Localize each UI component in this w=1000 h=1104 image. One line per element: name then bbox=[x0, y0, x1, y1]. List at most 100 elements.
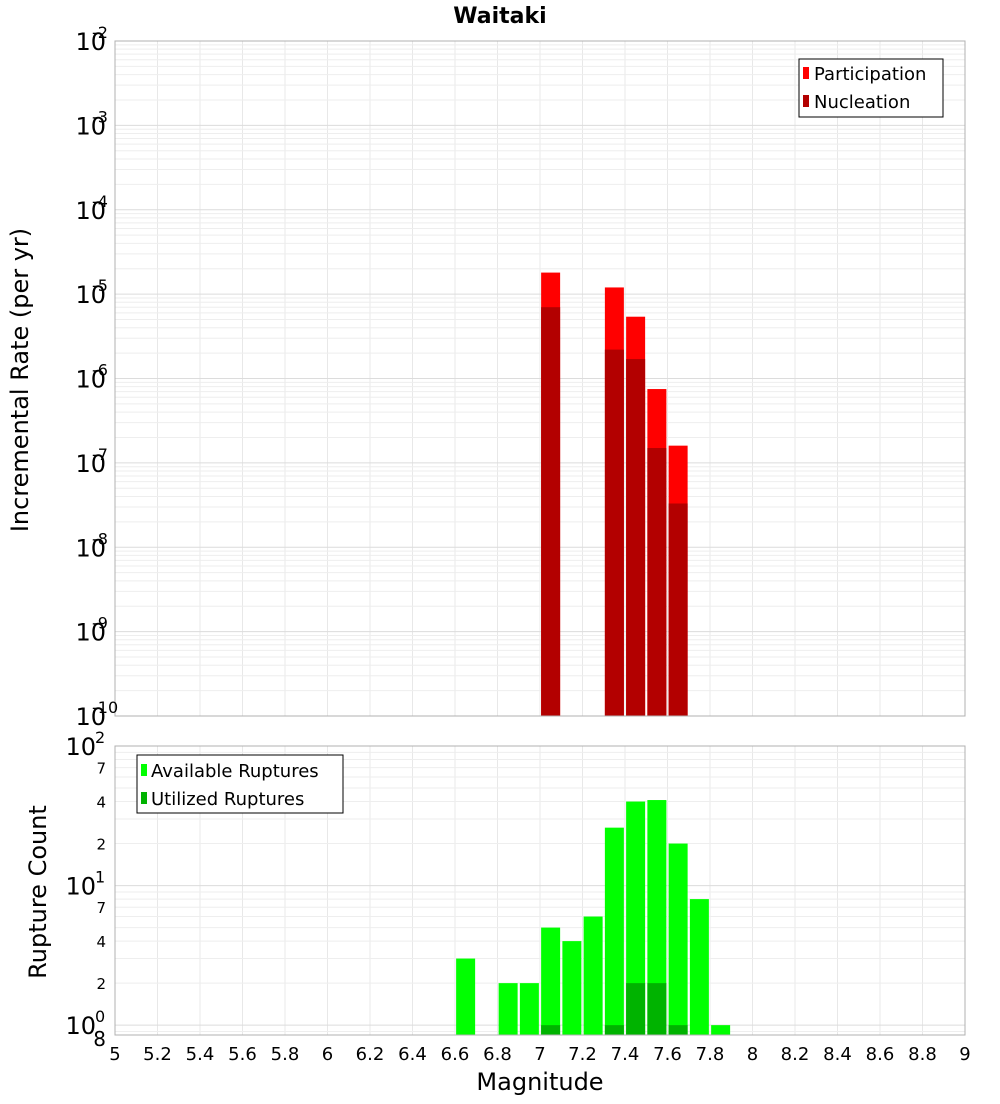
x-tick-label: 6.8 bbox=[483, 1044, 512, 1065]
y-tick-exponent: 2 bbox=[95, 728, 105, 747]
x-tick-label: 5.4 bbox=[186, 1044, 215, 1065]
utilized-ruptures-bar bbox=[668, 1025, 688, 1035]
utilized-ruptures-bar bbox=[626, 983, 646, 1035]
x-tick-label: 5.8 bbox=[271, 1044, 300, 1065]
bottom-y-minor-label: 2 bbox=[96, 836, 106, 854]
available-ruptures-bar bbox=[626, 801, 646, 1035]
y-tick-base: 10 bbox=[75, 703, 106, 731]
y-tick-exponent: -9 bbox=[92, 614, 108, 633]
x-tick-label: 8.2 bbox=[781, 1044, 810, 1065]
y-tick-exponent: -4 bbox=[92, 192, 108, 211]
available-ruptures-bar bbox=[583, 916, 603, 1035]
available-ruptures-bar bbox=[604, 827, 624, 1035]
x-tick-label: 7.2 bbox=[568, 1044, 597, 1065]
top-plot-bars bbox=[541, 272, 688, 716]
x-tick-label: 9 bbox=[959, 1044, 970, 1065]
available-ruptures-bar bbox=[689, 899, 709, 1035]
chart-title: Waitaki bbox=[453, 4, 546, 29]
available-ruptures-bar bbox=[498, 983, 518, 1035]
legend-swatch bbox=[141, 792, 147, 804]
x-tick-label: 6.2 bbox=[356, 1044, 385, 1065]
nucleation-bar bbox=[541, 307, 561, 716]
top-y-tick-label: 10-3 bbox=[75, 107, 108, 140]
top-y-tick-label: 10-10 bbox=[75, 698, 118, 731]
available-ruptures-bar bbox=[711, 1025, 731, 1035]
y-tick-base: 10 bbox=[75, 28, 106, 56]
legend-swatch bbox=[803, 95, 809, 107]
available-ruptures-bar bbox=[562, 941, 582, 1035]
x-tick-label: 7.4 bbox=[611, 1044, 640, 1065]
top-plot-gridlines bbox=[114, 41, 966, 717]
utilized-ruptures-bar bbox=[541, 1025, 561, 1035]
y-tick-base: 10 bbox=[75, 281, 106, 309]
x-tick-label: 6.4 bbox=[398, 1044, 427, 1065]
legend-label: Nucleation bbox=[814, 92, 910, 113]
top-y-tick-label: 10-4 bbox=[75, 192, 108, 225]
bottom-y-minor-label: 7 bbox=[96, 760, 106, 778]
legend-label: Participation bbox=[814, 64, 926, 85]
nucleation-bar bbox=[668, 503, 688, 716]
utilized-ruptures-bar bbox=[647, 983, 667, 1035]
nucleation-bar bbox=[604, 349, 624, 716]
bottom-y-minor-label: 8 bbox=[93, 1027, 106, 1051]
available-ruptures-bar bbox=[456, 958, 476, 1035]
bottom-plot-frame bbox=[114, 745, 966, 1036]
legend-box bbox=[136, 754, 344, 814]
y-tick-exponent: -2 bbox=[92, 23, 108, 42]
bottom-y-axis-label: Rupture Count bbox=[24, 805, 52, 979]
x-tick-label: 7.8 bbox=[696, 1044, 725, 1065]
bottom-y-minor-label: 4 bbox=[96, 933, 106, 951]
x-tick-label: 8.8 bbox=[908, 1044, 937, 1065]
legend-swatch bbox=[803, 67, 809, 79]
nucleation-bar bbox=[626, 359, 646, 716]
top-y-tick-label: 10-8 bbox=[75, 529, 108, 562]
top-legend: Participation Nucleation bbox=[798, 58, 944, 118]
bottom-y-major-label: 10 2 bbox=[65, 728, 105, 761]
top-y-tick-label: 10-6 bbox=[75, 361, 108, 394]
y-tick-base: 10 bbox=[75, 450, 106, 478]
bottom-y-minor-label: 2 bbox=[96, 975, 106, 993]
y-tick-base: 10 bbox=[65, 733, 96, 761]
x-tick-label: 7 bbox=[534, 1044, 545, 1065]
y-tick-exponent: -3 bbox=[92, 107, 108, 126]
available-ruptures-bar bbox=[541, 927, 561, 1035]
x-axis-label: Magnitude bbox=[476, 1068, 603, 1096]
bottom-legend: Available Ruptures Utilized Ruptures bbox=[136, 754, 344, 814]
available-ruptures-bar bbox=[519, 983, 539, 1035]
top-plot-frame bbox=[114, 40, 966, 717]
y-tick-base: 10 bbox=[75, 619, 106, 647]
bottom-y-minor-label: 7 bbox=[96, 899, 106, 917]
x-tick-label: 5.2 bbox=[143, 1044, 172, 1065]
x-tick-label: 8.6 bbox=[866, 1044, 895, 1065]
top-y-tick-label: 10-5 bbox=[75, 276, 108, 309]
legend-swatch bbox=[141, 764, 147, 776]
available-ruptures-bar bbox=[647, 800, 667, 1035]
top-y-tick-label: 10-7 bbox=[75, 445, 108, 478]
x-tick-label: 6.6 bbox=[441, 1044, 470, 1065]
x-tick-label: 6 bbox=[322, 1044, 333, 1065]
y-tick-base: 10 bbox=[65, 873, 96, 901]
y-tick-exponent: 0 bbox=[95, 1007, 105, 1026]
bottom-y-major-label: 10 1 bbox=[65, 868, 105, 901]
legend-label: Utilized Ruptures bbox=[151, 789, 304, 810]
x-tick-label: 7.6 bbox=[653, 1044, 682, 1065]
top-y-axis-label: Incremental Rate (per yr) bbox=[6, 228, 34, 532]
y-tick-base: 10 bbox=[75, 534, 106, 562]
y-tick-base: 10 bbox=[75, 366, 106, 394]
y-tick-exponent: -8 bbox=[92, 529, 108, 548]
x-tick-label: 8.4 bbox=[823, 1044, 852, 1065]
y-tick-exponent: 1 bbox=[95, 868, 105, 887]
available-ruptures-bar bbox=[668, 843, 688, 1035]
legend-label: Available Ruptures bbox=[151, 761, 319, 782]
nucleation-bar bbox=[647, 448, 667, 716]
y-tick-exponent: -6 bbox=[92, 361, 108, 380]
bottom-y-minor-label: 4 bbox=[96, 794, 106, 812]
top-y-tick-label: 10-2 bbox=[75, 23, 108, 56]
top-y-tick-label: 10-9 bbox=[75, 614, 108, 647]
utilized-ruptures-bar bbox=[604, 1025, 624, 1035]
x-tick-label: 5 bbox=[109, 1044, 120, 1065]
